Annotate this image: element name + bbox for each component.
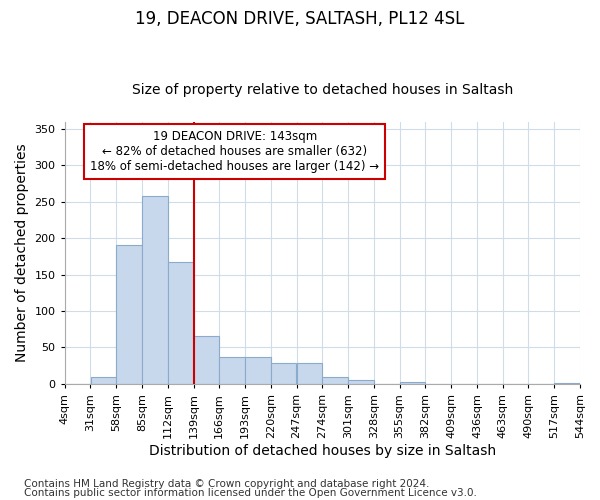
Text: 19, DEACON DRIVE, SALTASH, PL12 4SL: 19, DEACON DRIVE, SALTASH, PL12 4SL bbox=[136, 10, 464, 28]
Text: 19 DEACON DRIVE: 143sqm
← 82% of detached houses are smaller (632)
18% of semi-d: 19 DEACON DRIVE: 143sqm ← 82% of detache… bbox=[90, 130, 379, 172]
Bar bbox=[400, 382, 425, 384]
Title: Size of property relative to detached houses in Saltash: Size of property relative to detached ho… bbox=[132, 83, 513, 97]
Bar bbox=[554, 383, 580, 384]
Bar bbox=[142, 196, 167, 384]
Bar bbox=[220, 357, 245, 384]
Text: Contains public sector information licensed under the Open Government Licence v3: Contains public sector information licen… bbox=[24, 488, 477, 498]
Bar bbox=[322, 376, 348, 384]
X-axis label: Distribution of detached houses by size in Saltash: Distribution of detached houses by size … bbox=[149, 444, 496, 458]
Text: Contains HM Land Registry data © Crown copyright and database right 2024.: Contains HM Land Registry data © Crown c… bbox=[24, 479, 430, 489]
Bar bbox=[168, 262, 193, 384]
Bar bbox=[116, 245, 142, 384]
Bar bbox=[348, 380, 374, 384]
Bar bbox=[271, 364, 296, 384]
Bar bbox=[297, 364, 322, 384]
Bar bbox=[91, 377, 116, 384]
Bar bbox=[194, 336, 219, 384]
Y-axis label: Number of detached properties: Number of detached properties bbox=[15, 144, 29, 362]
Bar bbox=[245, 357, 271, 384]
